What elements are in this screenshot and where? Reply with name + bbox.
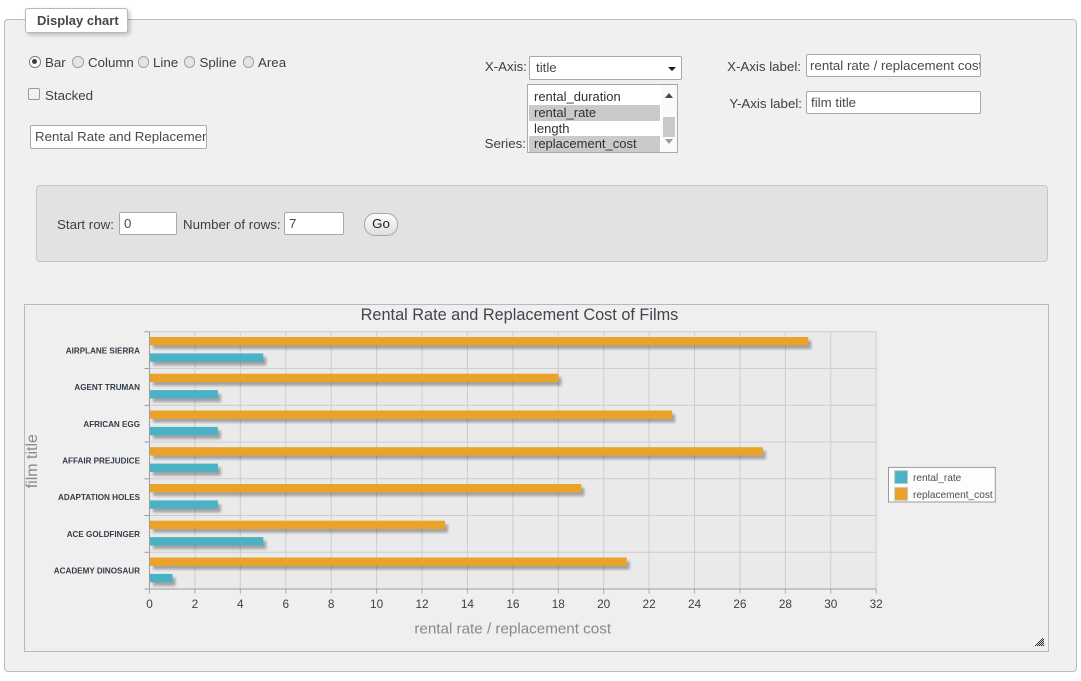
- svg-text:AIRPLANE SIERRA: AIRPLANE SIERRA: [66, 346, 140, 355]
- svg-text:ACE GOLDFINGER: ACE GOLDFINGER: [67, 530, 140, 539]
- svg-text:rental_rate: rental_rate: [913, 473, 962, 484]
- svg-text:28: 28: [779, 597, 793, 611]
- svg-text:18: 18: [552, 597, 566, 611]
- svg-text:AFFAIR PREJUDICE: AFFAIR PREJUDICE: [62, 457, 140, 466]
- svg-text:16: 16: [506, 597, 520, 611]
- svg-text:ADAPTATION HOLES: ADAPTATION HOLES: [58, 493, 141, 502]
- svg-text:10: 10: [370, 597, 384, 611]
- svg-text:6: 6: [283, 597, 290, 611]
- svg-text:0: 0: [146, 597, 153, 611]
- svg-text:Rental Rate and Replacement Co: Rental Rate and Replacement Cost of Film…: [361, 306, 679, 324]
- svg-text:ACADEMY DINOSAUR: ACADEMY DINOSAUR: [54, 567, 140, 576]
- svg-text:20: 20: [597, 597, 611, 611]
- svg-text:32: 32: [870, 597, 883, 611]
- svg-text:4: 4: [237, 597, 244, 611]
- svg-text:film title: film title: [25, 434, 41, 488]
- svg-text:12: 12: [415, 597, 428, 611]
- svg-text:26: 26: [733, 597, 747, 611]
- svg-text:AFRICAN EGG: AFRICAN EGG: [83, 420, 140, 429]
- svg-text:rental rate / replacement cost: rental rate / replacement cost: [414, 620, 611, 637]
- svg-text:8: 8: [328, 597, 335, 611]
- svg-text:14: 14: [461, 597, 475, 611]
- svg-text:24: 24: [688, 597, 702, 611]
- svg-text:AGENT TRUMAN: AGENT TRUMAN: [74, 383, 140, 392]
- svg-text:2: 2: [192, 597, 199, 611]
- svg-text:replacement_cost: replacement_cost: [913, 490, 993, 501]
- svg-text:30: 30: [824, 597, 838, 611]
- svg-text:22: 22: [643, 597, 656, 611]
